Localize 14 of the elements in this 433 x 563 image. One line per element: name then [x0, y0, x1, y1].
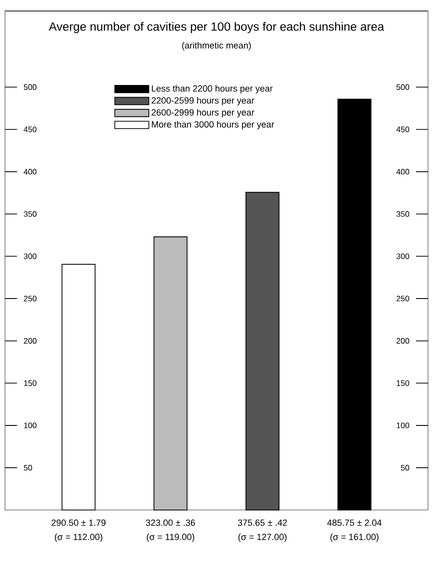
text: (σ = 112.00): [54, 534, 102, 542]
legend-label: 2200-2599 hours per year: [152, 97, 254, 106]
data-label: 290.50 ± 1.79: [52, 520, 106, 526]
data-label: 323.00 ± .36: [146, 520, 196, 526]
legend-label: More than 3000 hours per year: [152, 120, 274, 130]
text: (σ = 119.00): [146, 534, 194, 542]
text: (σ = 161.00): [330, 534, 378, 542]
legend-label: Less than 2200 hours per year: [152, 85, 273, 94]
text: (arithmetic mean): [182, 42, 251, 50]
text: (σ = 127.00): [238, 534, 286, 542]
legend-label: 2600-2999 hours per year: [152, 108, 254, 118]
data-label: 375.65 ± .42: [238, 520, 287, 526]
text: Averge number of cavities per 100 boys for each sunshine area: [48, 22, 384, 34]
data-label: 485.75 ± 2.04: [327, 520, 382, 526]
